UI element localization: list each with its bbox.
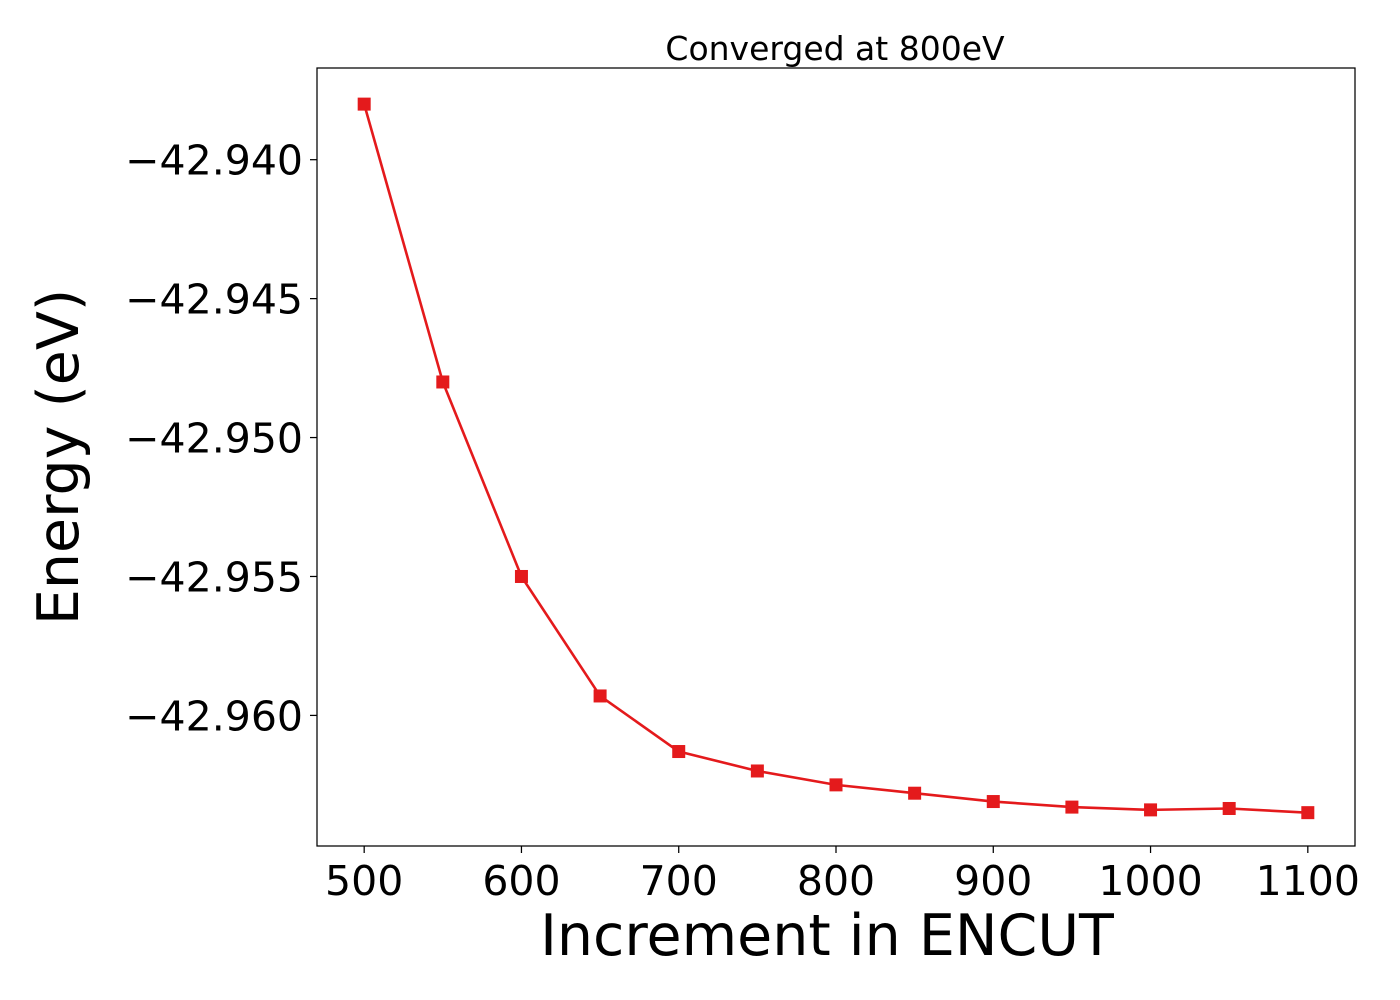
x-tick-label: 1100	[1256, 857, 1360, 905]
data-point	[436, 375, 450, 389]
chart-title: Converged at 800eV	[665, 29, 1005, 68]
y-axis-label: Energy (eV)	[26, 289, 92, 625]
y-tick-label: −42.940	[125, 137, 303, 185]
y-tick-label: −42.960	[125, 692, 303, 740]
x-tick-label: 600	[482, 857, 560, 905]
plot-area: 500 600 700 800 900 1000 1100 −42.940 −42.945 −42…	[125, 67, 1360, 905]
data-point	[514, 569, 528, 583]
data-point	[672, 745, 686, 759]
x-tick-label: 1000	[1098, 857, 1202, 905]
x-axis-label: Increment in ENCUT	[540, 903, 1114, 969]
y-tick-label: −42.955	[125, 553, 303, 601]
x-tick-label: 900	[954, 857, 1032, 905]
data-point	[1301, 806, 1315, 820]
y-tick-label: −42.945	[125, 276, 303, 324]
y-tick-label: −42.950	[125, 415, 303, 463]
data-point	[1065, 800, 1079, 814]
data-point	[750, 764, 764, 778]
data-point	[593, 689, 607, 703]
x-tick-label: 700	[640, 857, 718, 905]
data-point	[1144, 803, 1158, 817]
series-line	[362, 103, 1308, 814]
data-point	[829, 778, 843, 792]
data-point	[908, 786, 922, 800]
data-point	[986, 795, 1000, 809]
data-point	[357, 97, 371, 111]
data-point	[1222, 801, 1236, 815]
x-tick-label: 800	[797, 857, 875, 905]
x-tick-label: 500	[325, 857, 403, 905]
